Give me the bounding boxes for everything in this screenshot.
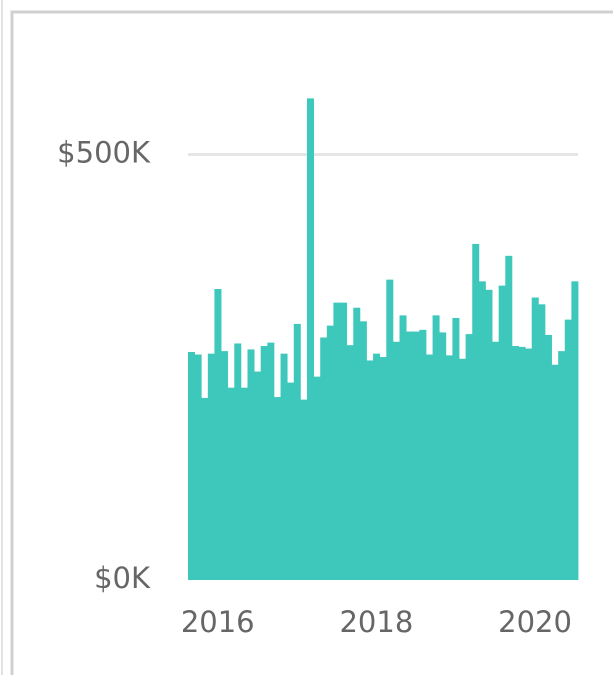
bar bbox=[386, 279, 394, 580]
bar bbox=[425, 354, 433, 580]
bar bbox=[247, 349, 255, 580]
x-tick-label: 2016 bbox=[181, 605, 255, 639]
bar bbox=[201, 397, 209, 580]
y-tick-label: $0K bbox=[94, 561, 151, 595]
bar bbox=[267, 342, 275, 580]
bar bbox=[392, 341, 400, 580]
bar bbox=[287, 382, 295, 580]
panel-border bbox=[10, 10, 613, 675]
bar bbox=[571, 281, 579, 580]
bar bbox=[551, 364, 559, 580]
bar bbox=[518, 346, 526, 580]
bar bbox=[511, 346, 519, 580]
bar bbox=[280, 353, 288, 580]
x-tick-label: 2018 bbox=[339, 605, 413, 639]
bar bbox=[478, 281, 486, 580]
bar bbox=[326, 325, 334, 580]
bar bbox=[300, 399, 308, 580]
bar bbox=[544, 334, 552, 580]
bar bbox=[465, 334, 473, 580]
bar bbox=[293, 323, 301, 580]
bar bbox=[188, 351, 196, 580]
bar bbox=[525, 348, 533, 580]
bar bbox=[412, 331, 420, 580]
bar bbox=[207, 353, 215, 580]
bar bbox=[234, 343, 242, 580]
x-tick-label: 2020 bbox=[498, 605, 572, 639]
bar bbox=[214, 289, 222, 580]
bar bbox=[340, 302, 348, 580]
bar bbox=[445, 355, 453, 580]
bar bbox=[240, 387, 248, 580]
bar bbox=[439, 332, 447, 580]
bar bbox=[498, 285, 506, 580]
bar bbox=[379, 357, 387, 580]
bar bbox=[313, 376, 321, 580]
y-tick-label: $500K bbox=[57, 136, 151, 170]
bar bbox=[432, 315, 440, 580]
bar bbox=[353, 307, 361, 580]
bar bbox=[359, 321, 367, 580]
bar bbox=[485, 289, 493, 580]
bar bbox=[505, 255, 513, 580]
bar bbox=[366, 360, 374, 580]
bar bbox=[254, 371, 262, 580]
bar bbox=[558, 351, 566, 580]
bar bbox=[452, 317, 460, 580]
bar bbox=[273, 397, 281, 580]
bar bbox=[221, 351, 229, 580]
bar bbox=[492, 341, 500, 580]
bar bbox=[419, 329, 427, 580]
bar bbox=[194, 354, 202, 580]
bar bbox=[373, 353, 381, 580]
bar bbox=[346, 345, 354, 580]
bar bbox=[320, 337, 328, 580]
bar bbox=[333, 302, 341, 580]
bar bbox=[399, 315, 407, 580]
bar bbox=[227, 387, 235, 580]
bar bbox=[459, 358, 467, 580]
bar bbox=[472, 243, 480, 580]
bar bbox=[260, 346, 268, 580]
bar bbox=[531, 297, 539, 580]
bar bbox=[306, 98, 314, 581]
bar bbox=[564, 319, 572, 580]
bar bbox=[406, 331, 414, 580]
bar bbox=[538, 304, 546, 580]
